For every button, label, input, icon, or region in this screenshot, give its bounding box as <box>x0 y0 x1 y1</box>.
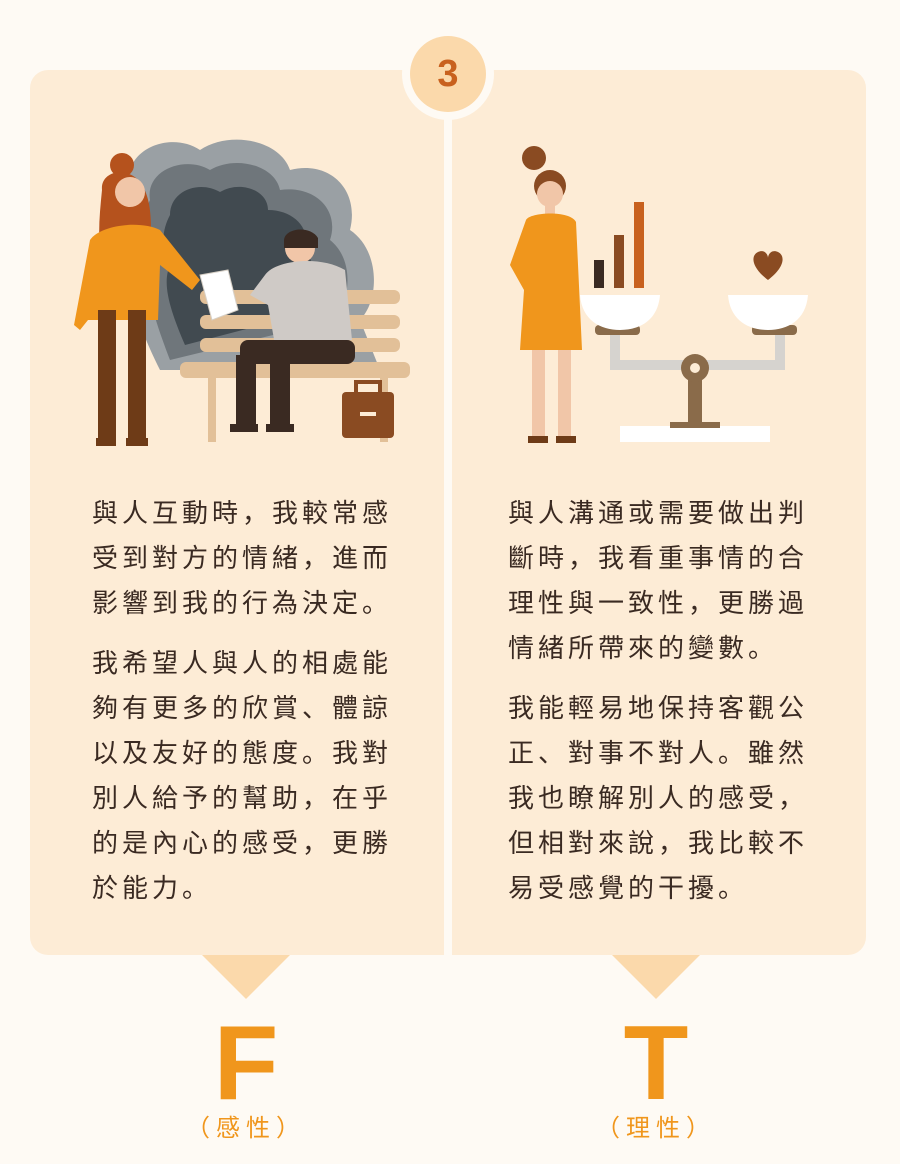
feeling-label: （感性） <box>186 1114 306 1142</box>
feeling-pointer-arrow <box>202 955 290 999</box>
panel-divider <box>444 70 452 955</box>
feeling-letter: F <box>213 1004 279 1122</box>
step-number: 3 <box>410 36 486 112</box>
empathy-illustration <box>74 139 410 446</box>
thinking-paragraph-1: 與人溝通或需要做出判斷時，我看重事情的合理性與一致性，更勝過情緒所帶來的變數。 <box>508 499 809 664</box>
thinking-panel <box>452 70 866 955</box>
thinking-description: 與人溝通或需要做出判斷時，我看重事情的合理性與一致性，更勝過情緒所帶來的變數。 … <box>508 492 828 927</box>
thinking-label: （理性） <box>596 1114 716 1142</box>
heart-icon <box>753 251 783 280</box>
feeling-description: 與人互動時，我較常感受到對方的情緒，進而影響到我的行為決定。 我希望人與人的相處… <box>92 492 412 927</box>
thinking-paragraph-2: 我能輕易地保持客觀公正、對事不對人。雖然我也瞭解別人的感受，但相對來說，我比較不… <box>508 694 809 904</box>
feeling-paragraph-2: 我希望人與人的相處能夠有更多的欣賞、體諒以及友好的態度。我對別人給予的幫助，在乎… <box>92 649 393 904</box>
thinking-pointer-arrow <box>612 955 700 999</box>
logic-illustration <box>510 146 808 443</box>
thinking-letter: T <box>623 1004 689 1122</box>
feeling-paragraph-1: 與人互動時，我較常感受到對方的情緒，進而影響到我的行為決定。 <box>92 499 393 619</box>
